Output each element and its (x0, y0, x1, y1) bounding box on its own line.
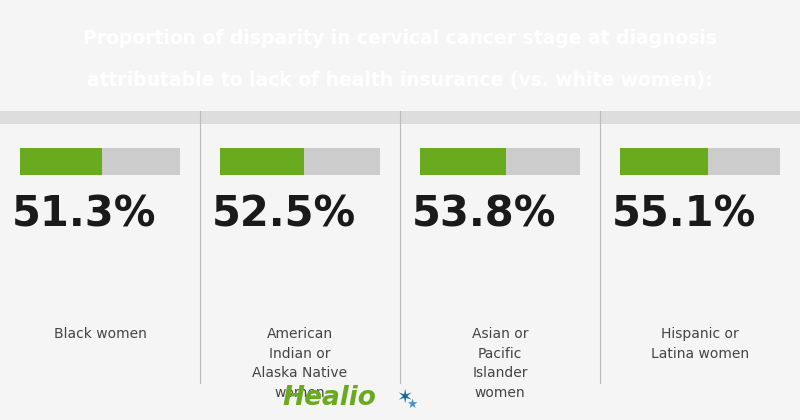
Bar (620, 148, 708, 175)
Text: 53.8%: 53.8% (412, 193, 557, 235)
Text: American
Indian or
Alaska Native
women: American Indian or Alaska Native women (253, 328, 347, 400)
Bar (220, 148, 304, 175)
Text: 51.3%: 51.3% (12, 193, 157, 235)
Text: Black women: Black women (54, 328, 146, 341)
Text: Healio: Healio (282, 386, 376, 412)
Bar (420, 148, 580, 175)
Bar (620, 148, 780, 175)
Bar (220, 148, 380, 175)
Text: Proportion of disparity in cervical cancer stage at diagnosis: Proportion of disparity in cervical canc… (83, 29, 717, 48)
Text: attributable to lack of health insurance (vs. white women):: attributable to lack of health insurance… (87, 71, 713, 89)
Text: 55.1%: 55.1% (612, 193, 756, 235)
Bar (20, 148, 102, 175)
Bar (0, 111, 800, 123)
Text: 52.5%: 52.5% (212, 193, 356, 235)
Bar (20, 148, 180, 175)
Text: ★: ★ (406, 397, 418, 410)
Text: ✶: ✶ (396, 387, 412, 406)
Bar (420, 148, 506, 175)
Text: Hispanic or
Latina women: Hispanic or Latina women (651, 328, 749, 361)
Text: Asian or
Pacific
Islander
women: Asian or Pacific Islander women (472, 328, 528, 400)
